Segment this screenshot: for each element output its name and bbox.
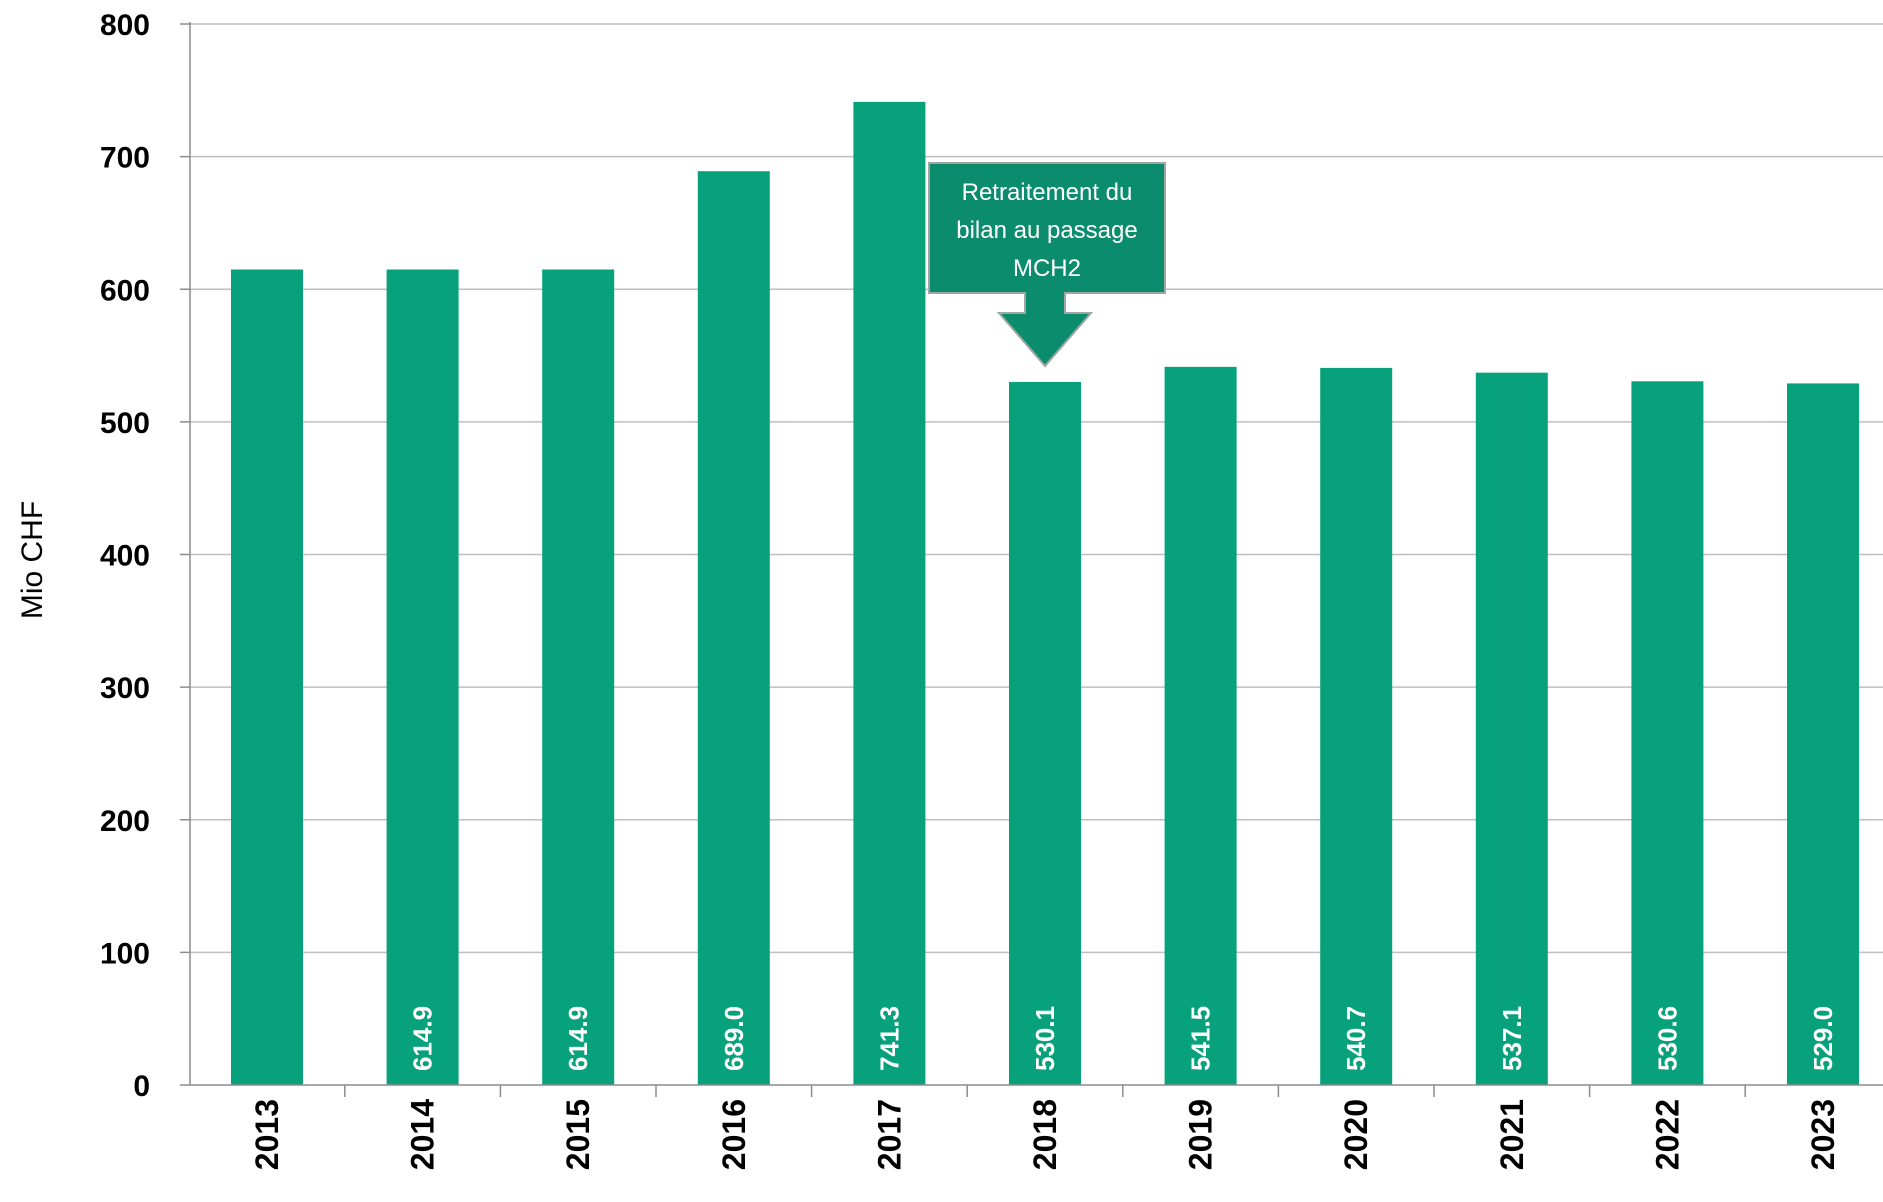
x-tick-label: 2015 [560, 1099, 596, 1170]
bar-2019 [1164, 366, 1237, 1085]
bar-2017 [853, 101, 926, 1085]
axes [189, 22, 1883, 1086]
data-label: 614.9 [408, 1006, 438, 1071]
bar-2022 [1631, 381, 1704, 1085]
data-label: 529.0 [1808, 1006, 1838, 1071]
data-label: 530.1 [1030, 1006, 1060, 1071]
data-label: 689.0 [719, 1006, 749, 1071]
y-axis-ticks: 0 100 200 300 400 500 600 700 800 [100, 9, 190, 1103]
x-tick-label: 2014 [405, 1099, 441, 1170]
x-tick-label: 2017 [871, 1099, 907, 1170]
x-tick-label: 2022 [1649, 1099, 1685, 1170]
bar-2020 [1320, 367, 1393, 1086]
x-axis-ticks: 2013 2014 2015 2016 2017 2018 2019 2020 2021 2022… [249, 1085, 1841, 1170]
callout-text-line: bilan au passage [956, 217, 1137, 244]
y-tick-label: 800 [100, 9, 150, 42]
bar-2013 [231, 269, 303, 1085]
y-tick-label: 0 [133, 1070, 150, 1103]
bar-2018 [1009, 381, 1081, 1086]
data-label: 537.1 [1497, 1006, 1527, 1071]
x-tick-label: 2013 [249, 1099, 285, 1170]
x-tick-label: 2021 [1494, 1099, 1530, 1170]
data-label: 541.5 [1186, 1006, 1216, 1071]
x-tick-label: 2019 [1183, 1099, 1219, 1170]
y-tick-label: 300 [100, 672, 150, 705]
callout-text-line: Retraitement du [962, 179, 1133, 206]
x-tick-label: 2023 [1805, 1099, 1841, 1170]
data-label: 540.7 [1341, 1006, 1371, 1071]
data-labels: 614.9 614.9 689.0 741.3 530.1 541.5 540.7 537.1… [408, 1006, 1838, 1071]
y-tick-label: 200 [100, 805, 150, 838]
data-label: 741.3 [874, 1006, 904, 1071]
bar-2016 [697, 171, 770, 1085]
y-tick-label: 400 [100, 540, 150, 573]
bars [231, 101, 1859, 1086]
x-tick-label: 2020 [1338, 1099, 1374, 1170]
data-label: 530.6 [1652, 1006, 1682, 1071]
callout-text-line: MCH2 [1013, 255, 1081, 282]
data-label: 614.9 [563, 1006, 593, 1071]
y-tick-label: 500 [100, 407, 150, 440]
bar-2014 [386, 269, 459, 1085]
bar-2015 [542, 269, 615, 1085]
y-tick-label: 600 [100, 274, 150, 307]
x-tick-label: 2016 [716, 1099, 752, 1170]
bar-2023 [1787, 383, 1859, 1085]
y-axis-label: Mio CHF [16, 501, 49, 619]
y-tick-label: 100 [100, 937, 150, 970]
x-tick-label: 2018 [1027, 1099, 1063, 1170]
annotation-callout: Retraitement du bilan au passage MCH2 [928, 162, 1166, 368]
bar-2021 [1475, 372, 1548, 1085]
y-tick-label: 700 [100, 142, 150, 175]
callout-arrow-shape [928, 162, 1166, 368]
